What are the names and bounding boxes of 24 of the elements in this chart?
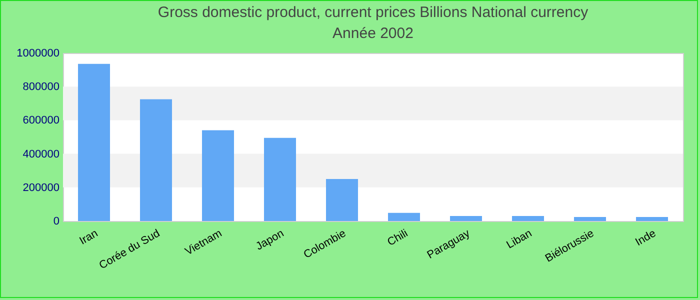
x-tick-label: Corée du Sud <box>97 228 162 272</box>
y-tick-label: 600000 <box>22 114 60 127</box>
x-tick-label: Chili <box>385 228 410 249</box>
bar <box>264 138 296 221</box>
x-tick-label: Iran <box>78 228 100 248</box>
bar <box>636 216 668 221</box>
bar <box>450 216 482 221</box>
x-tick-label: Liban <box>504 228 534 252</box>
chart-subtitle: Année 2002 <box>332 25 414 42</box>
bar <box>78 64 110 221</box>
y-tick-label: 800000 <box>22 81 60 94</box>
bar <box>202 130 234 221</box>
bar <box>388 212 420 221</box>
chart-title: Gross domestic product, current prices Billions National currency <box>158 4 589 21</box>
y-tick-label: 1000000 <box>16 48 60 60</box>
y-tick-label: 400000 <box>22 148 60 160</box>
x-tick-label: Inde <box>633 228 658 249</box>
y-tick-label: 200000 <box>22 182 60 194</box>
bar <box>574 216 606 221</box>
x-tick-label: Japon <box>254 228 286 253</box>
bar <box>140 99 172 221</box>
bar <box>326 179 358 221</box>
bar <box>512 216 544 221</box>
y-tick-label: 0 <box>53 216 60 228</box>
